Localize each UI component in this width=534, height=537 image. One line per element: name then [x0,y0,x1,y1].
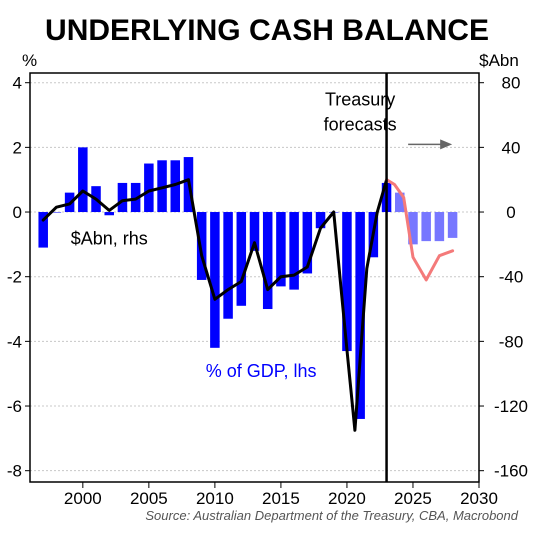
right-tick-label-0: 80 [502,74,521,93]
bar-2027 [434,212,445,242]
bar-2015 [276,212,286,287]
forecast-arrow-icon [440,139,453,150]
line-series-abn [41,178,455,432]
bar-2002 [104,212,114,216]
line-abn [41,178,389,432]
right-tick-label-1: 40 [502,138,521,157]
line-forecast [385,178,455,282]
source-note: Source: Australian Department of the Tre… [145,508,518,523]
bar-2003 [117,182,128,213]
right-tick-label-4: -80 [499,332,524,351]
x-tick-label-5: 2025 [394,489,432,508]
left-tick-label-5: -6 [7,397,22,416]
x-tick-label-4: 2020 [328,489,366,508]
bar-2026 [421,212,431,242]
right-axis-unit: $Abn [479,51,519,70]
forecast-label-line-1: forecasts [324,114,397,134]
bar-2016 [289,212,299,290]
right-y-axis: 80 40 0 -40 -80 -120 -160 [479,74,528,481]
x-axis: 2000 2005 2010 2015 2020 2025 2030 [64,482,498,508]
bar-2005 [144,163,154,213]
x-tick-label-2: 2010 [196,489,234,508]
bar-1997 [38,212,48,248]
plot-frame [29,72,480,483]
bar-2018 [315,212,326,229]
bar-2011 [223,212,233,319]
right-tick-label-3: -40 [499,268,524,287]
bar-2017 [302,212,313,274]
right-tick-label-2: 0 [506,203,515,222]
left-tick-label-2: 0 [13,203,22,222]
plot-border [29,72,480,483]
left-axis-unit: % [22,51,37,70]
bar-2020 [342,212,352,352]
left-tick-label-4: -4 [7,332,22,351]
left-tick-label-6: -8 [7,462,22,481]
x-tick-label-1: 2005 [130,489,168,508]
right-tick-label-5: -120 [494,397,528,416]
bar-2006 [157,160,167,213]
chart-title: UNDERLYING CASH BALANCE [45,14,489,47]
left-tick-label-0: 4 [13,74,22,93]
legend-label-gdp: % of GDP, lhs [206,361,317,381]
bar-2010 [210,212,220,348]
x-tick-label-3: 2015 [262,489,300,508]
forecast-label-line-0: Treasury [325,89,395,109]
bar-2028 [447,212,458,238]
legend-label-abn: $Abn, rhs [71,228,148,248]
bar-2012 [236,212,247,306]
annotations: Treasury forecasts $Abn, rhs % of GDP, lhs [71,89,453,381]
right-tick-label-6: -160 [494,462,528,481]
left-tick-label-1: 2 [13,138,22,157]
left-tick-label-3: -2 [7,268,22,287]
bar-2000 [78,147,88,213]
left-y-axis: 4 2 0 -2 -4 -6 -8 [7,74,30,481]
gridlines [30,82,479,472]
x-tick-label-0: 2000 [64,489,102,508]
bar-2025 [408,212,418,245]
bar-2009 [196,212,207,280]
bar-2024 [395,192,405,213]
bar-2013 [249,212,260,251]
bar-1998 [51,212,62,213]
bar-2014 [262,212,273,310]
bar-2021 [355,212,365,419]
bar-2007 [170,160,181,213]
x-tick-label-6: 2030 [460,489,498,508]
